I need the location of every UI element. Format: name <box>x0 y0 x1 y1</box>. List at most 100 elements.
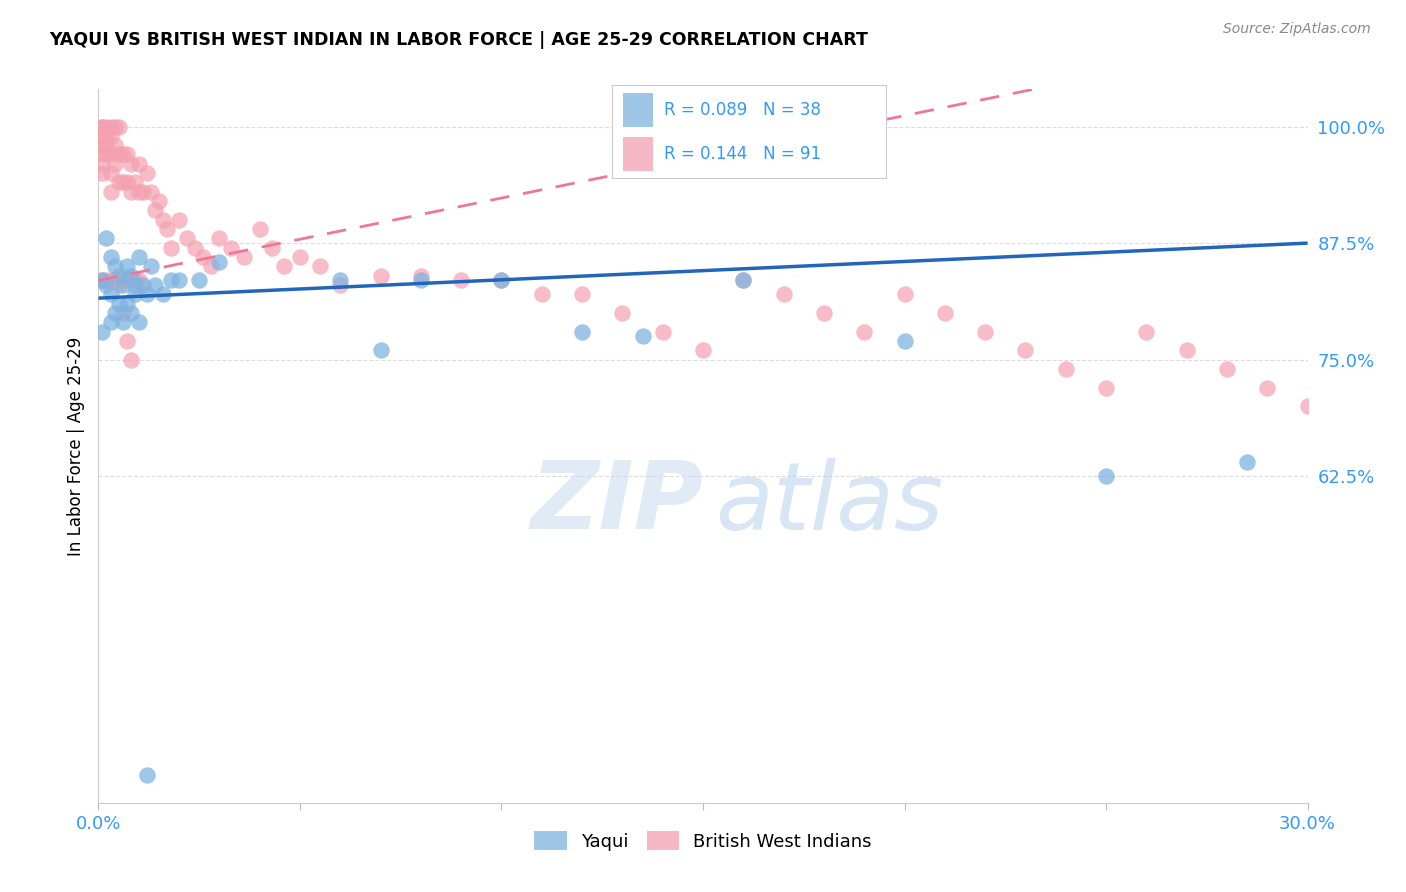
Point <box>772 287 794 301</box>
Point <box>143 203 166 218</box>
Point <box>96 138 118 153</box>
Point <box>893 287 915 301</box>
Point <box>115 297 138 311</box>
Point <box>260 241 283 255</box>
Point <box>160 241 183 255</box>
Point <box>91 273 114 287</box>
Point <box>813 306 835 320</box>
Point <box>100 315 122 329</box>
Legend: Yaqui, British West Indians: Yaqui, British West Indians <box>527 824 879 858</box>
Point <box>974 325 997 339</box>
Point <box>120 185 142 199</box>
Point <box>115 334 138 348</box>
Point <box>651 325 673 339</box>
Point <box>139 185 162 199</box>
Point <box>96 120 118 134</box>
Point <box>103 260 125 274</box>
Point <box>111 315 134 329</box>
Point <box>450 273 472 287</box>
Point <box>120 268 142 283</box>
Point <box>152 212 174 227</box>
Point <box>370 343 392 358</box>
Point <box>111 147 134 161</box>
Point <box>1175 343 1198 358</box>
Point <box>103 120 125 134</box>
Point <box>409 273 432 287</box>
Point <box>128 185 150 199</box>
Point <box>208 231 231 245</box>
Text: YAQUI VS BRITISH WEST INDIAN IN LABOR FORCE | AGE 25-29 CORRELATION CHART: YAQUI VS BRITISH WEST INDIAN IN LABOR FO… <box>49 31 868 49</box>
Point <box>288 250 311 264</box>
Point <box>115 273 138 287</box>
Point <box>1256 381 1278 395</box>
Point <box>631 329 654 343</box>
Point <box>96 231 118 245</box>
Point <box>733 273 755 287</box>
Point <box>200 260 222 274</box>
Point <box>107 268 129 283</box>
Point <box>115 147 138 161</box>
Point <box>135 768 157 782</box>
Text: atlas: atlas <box>716 458 943 549</box>
Point <box>124 287 146 301</box>
Point <box>100 250 122 264</box>
Point <box>107 120 129 134</box>
Point <box>120 352 142 367</box>
Point <box>329 273 352 287</box>
Point <box>135 166 157 180</box>
Point <box>107 147 129 161</box>
Point <box>160 273 183 287</box>
Point <box>91 147 114 161</box>
Point <box>132 278 155 293</box>
Point <box>103 306 125 320</box>
Point <box>100 273 122 287</box>
Point <box>91 166 114 180</box>
Text: R = 0.089   N = 38: R = 0.089 N = 38 <box>664 101 821 119</box>
Point <box>221 241 243 255</box>
Point <box>96 278 118 293</box>
Point <box>100 166 122 180</box>
Point <box>107 297 129 311</box>
Point <box>934 306 956 320</box>
Point <box>128 273 150 287</box>
Bar <box>623 137 652 171</box>
Point <box>91 120 114 134</box>
Text: Source: ZipAtlas.com: Source: ZipAtlas.com <box>1223 22 1371 37</box>
Point <box>409 268 432 283</box>
Point <box>96 147 118 161</box>
Point <box>100 120 122 134</box>
Point <box>100 128 122 143</box>
Point <box>692 343 714 358</box>
Point <box>193 250 215 264</box>
Point <box>120 157 142 171</box>
Point <box>167 273 190 287</box>
Point <box>103 273 125 287</box>
Point <box>107 278 129 293</box>
Point <box>96 273 118 287</box>
Point <box>115 260 138 274</box>
Point <box>1014 343 1036 358</box>
Point <box>329 278 352 293</box>
Point <box>128 157 150 171</box>
Point <box>167 212 190 227</box>
Point <box>124 278 146 293</box>
Point <box>208 254 231 268</box>
Point <box>91 157 114 171</box>
Point <box>120 306 142 320</box>
Point <box>96 128 118 143</box>
Point <box>100 287 122 301</box>
Point <box>176 231 198 245</box>
Point <box>111 306 134 320</box>
Point <box>152 287 174 301</box>
Point <box>111 176 134 190</box>
Point <box>1216 362 1239 376</box>
Point <box>148 194 170 208</box>
Point <box>103 138 125 153</box>
Point <box>1095 469 1118 483</box>
Point <box>115 176 138 190</box>
Point <box>107 176 129 190</box>
Point <box>184 241 207 255</box>
Point <box>128 250 150 264</box>
Point <box>100 147 122 161</box>
Point <box>232 250 254 264</box>
